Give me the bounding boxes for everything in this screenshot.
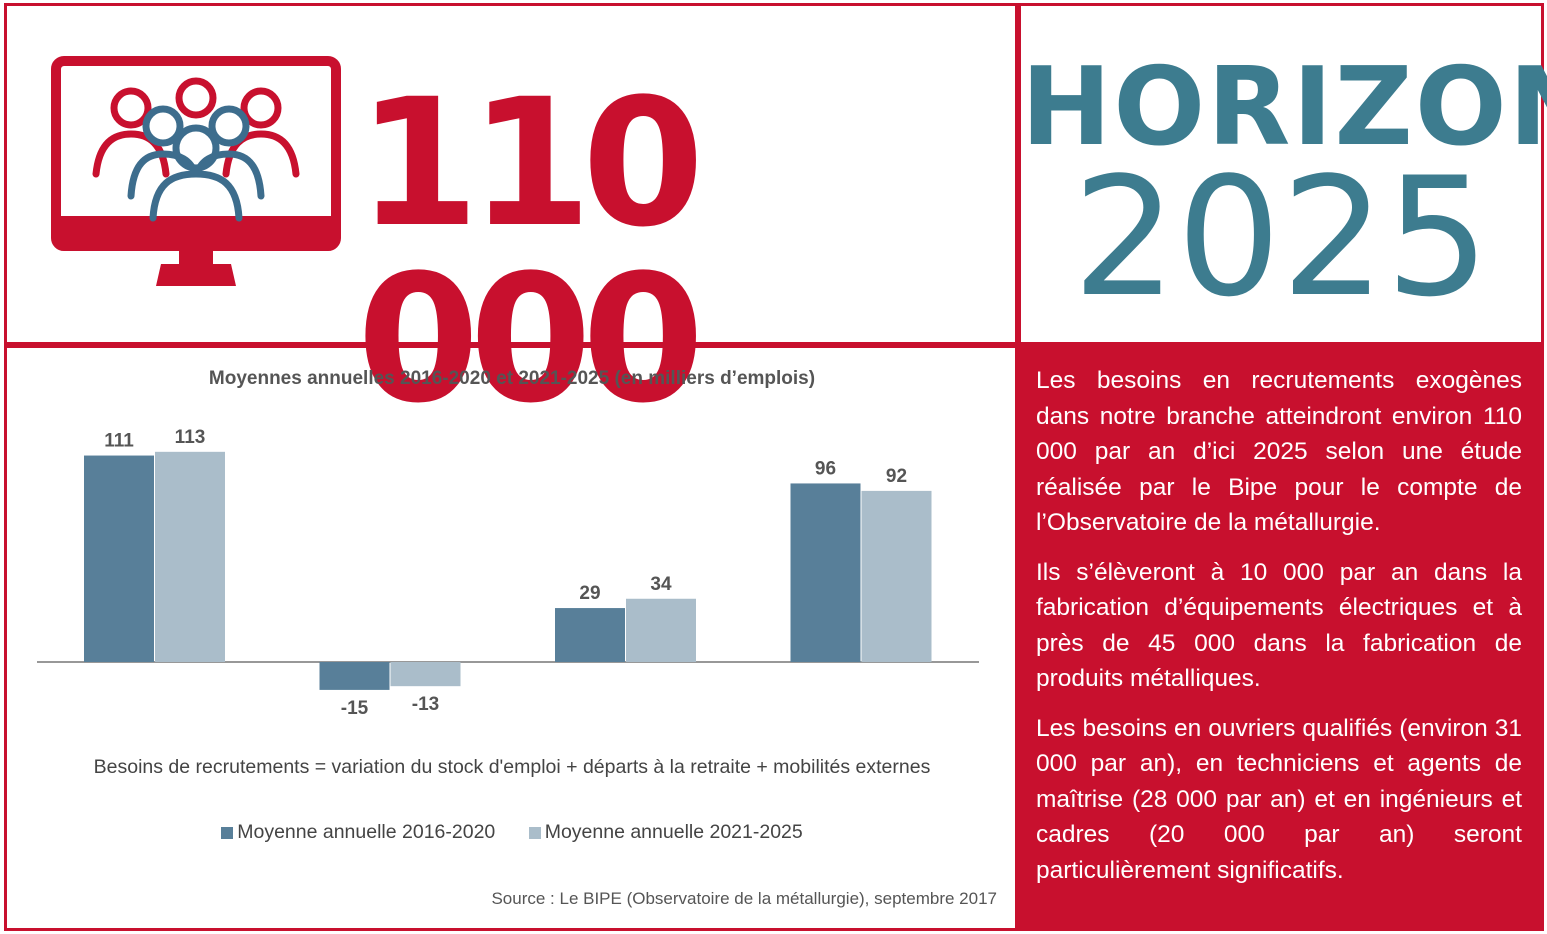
bar-series-1-group-2	[319, 662, 390, 690]
bar-series-1-group-4	[790, 483, 861, 662]
data-label-series-2-group-3: 34	[650, 574, 672, 595]
headline-figure: 110 000	[357, 61, 704, 442]
legend-label-2021-2025: Moyenne annuelle 2021-2025	[544, 821, 803, 843]
data-label-series-1-group-4: 96	[815, 458, 836, 479]
chart-title: Moyennes annuelles 2016-2020 et 2021-202…	[208, 368, 816, 389]
headline-panel: 110 000	[4, 3, 1018, 428]
horizon-word: HORIZON	[1021, 45, 1547, 170]
paragraph-2: Ils s’élèveront à 10 000 par an dans la …	[1036, 558, 1522, 693]
bar-chart: 111 -15 29 96 113 -13 34 92	[37, 427, 979, 719]
horizon-year: 2025	[1072, 142, 1490, 333]
monitor-people-icon	[51, 56, 341, 286]
paragraph-1: Les besoins en recrutements exogènes dan…	[1036, 367, 1522, 536]
chart-source: Source : Le BIPE (Observatoire de la mét…	[491, 889, 997, 908]
horizon-panel: HORIZON 2025	[1018, 3, 1547, 345]
paragraph-3: Les besoins en ouvriers qualifiés (envir…	[1036, 714, 1522, 884]
bar-series-2-group-2	[390, 662, 461, 687]
legend-item-2021-2025: Moyenne annuelle 2021-2025	[528, 821, 803, 844]
data-label-series-2-group-1: 113	[175, 427, 206, 448]
bar-series-2-group-1	[155, 451, 225, 662]
data-label-series-1-group-2: -15	[341, 698, 369, 719]
legend-swatch-2021-2025	[528, 826, 541, 839]
chart-panel: Moyennes annuelles 2016-2020 et 2021-202…	[4, 345, 1018, 931]
bar-series-2-group-4	[861, 490, 932, 662]
legend-swatch-2016-2020	[221, 826, 234, 839]
bar-series-2-group-3	[626, 598, 696, 662]
data-label-series-2-group-2: -13	[412, 694, 439, 715]
legend-item-2016-2020: Moyenne annuelle 2016-2020	[221, 821, 495, 844]
bar-series-1-group-3	[555, 608, 625, 662]
legend-label-2016-2020: Moyenne annuelle 2016-2020	[237, 821, 496, 843]
data-label-series-2-group-4: 92	[886, 466, 907, 487]
chart-legend: Moyenne annuelle 2016-2020 Moyenne annue…	[7, 821, 1017, 845]
chart-note: Besoins de recrutements = variation du s…	[93, 756, 931, 778]
text-panel: Les besoins en recrutements exogènes dan…	[1018, 345, 1544, 931]
data-label-series-1-group-3: 29	[579, 583, 600, 604]
bar-series-1-group-1	[84, 455, 154, 662]
data-label-series-1-group-1: 111	[104, 431, 134, 452]
